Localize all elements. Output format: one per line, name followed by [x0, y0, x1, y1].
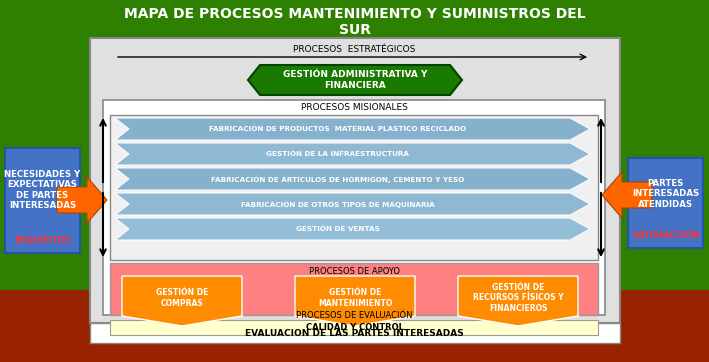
Text: CALIDAD Y CONTROL: CALIDAD Y CONTROL — [306, 323, 403, 332]
FancyBboxPatch shape — [5, 148, 80, 253]
Polygon shape — [458, 276, 578, 326]
Text: PARTES
INTERESADAS
ATENDIDAS: PARTES INTERESADAS ATENDIDAS — [632, 179, 699, 209]
Text: PROCESOS MISIONALES: PROCESOS MISIONALES — [301, 104, 408, 113]
FancyBboxPatch shape — [628, 158, 703, 248]
Text: GESTIÓN DE
MANTENIMIENTO: GESTIÓN DE MANTENIMIENTO — [318, 288, 392, 308]
FancyBboxPatch shape — [0, 290, 709, 362]
Text: PROCESOS DE EVALUACIÓN: PROCESOS DE EVALUACIÓN — [296, 311, 413, 320]
Polygon shape — [115, 218, 590, 240]
FancyBboxPatch shape — [110, 115, 598, 260]
FancyBboxPatch shape — [90, 323, 620, 343]
Text: PROCESOS DE APOYO: PROCESOS DE APOYO — [309, 266, 400, 275]
Polygon shape — [295, 276, 415, 326]
FancyBboxPatch shape — [110, 263, 598, 315]
Polygon shape — [115, 168, 590, 190]
Text: GESTIÓN DE VENTAS: GESTIÓN DE VENTAS — [296, 226, 379, 232]
Text: PROCESOS  ESTRATÉGICOS: PROCESOS ESTRATÉGICOS — [294, 46, 415, 55]
FancyBboxPatch shape — [103, 100, 605, 315]
Text: FABRICACIÓN DE PRODUCTOS  MATERIAL PLASTICO RECICLADO: FABRICACIÓN DE PRODUCTOS MATERIAL PLASTI… — [209, 126, 466, 132]
FancyBboxPatch shape — [110, 320, 598, 335]
Text: EVALUACION DE LAS PARTES INTERESADAS: EVALUACION DE LAS PARTES INTERESADAS — [245, 328, 464, 337]
FancyBboxPatch shape — [90, 38, 620, 323]
Polygon shape — [115, 143, 590, 165]
Text: SATISFACCIÓN: SATISFACCIÓN — [632, 232, 699, 240]
Polygon shape — [57, 177, 107, 223]
Polygon shape — [115, 118, 590, 140]
Polygon shape — [248, 65, 462, 95]
Polygon shape — [122, 276, 242, 326]
Text: NECESIDADES Y
EXPECTATIVAS
DE PARTES
INTERESADAS: NECESIDADES Y EXPECTATIVAS DE PARTES INT… — [4, 170, 81, 210]
Text: GESTIÓN DE
RECURSOS FÍSICOS Y
FINANCIEROS: GESTIÓN DE RECURSOS FÍSICOS Y FINANCIERO… — [473, 283, 564, 313]
Polygon shape — [602, 172, 652, 218]
Text: MAPA DE PROCESOS MANTENIMIENTO Y SUMINISTROS DEL
SUR: MAPA DE PROCESOS MANTENIMIENTO Y SUMINIS… — [123, 7, 586, 37]
Text: REQUISITOS: REQUISITOS — [14, 236, 71, 245]
Polygon shape — [115, 193, 590, 215]
Text: GESTIÓN ADMINISTRATIVA Y
FINANCIERA: GESTIÓN ADMINISTRATIVA Y FINANCIERA — [283, 70, 428, 90]
Text: FABRICACIÓN DE OTROS TIPOS DE MAQUINARIA: FABRICACIÓN DE OTROS TIPOS DE MAQUINARIA — [240, 200, 435, 208]
Text: GESTIÓN DE
COMPRAS: GESTIÓN DE COMPRAS — [156, 288, 208, 308]
Text: GESTIÓN DE LA INFRAESTRUCTURA: GESTIÓN DE LA INFRAESTRUCTURA — [266, 151, 409, 157]
Text: FABRICACIÓN DE ARTÍCULOS DE HORMIGON, CEMENTO Y YESO: FABRICACIÓN DE ARTÍCULOS DE HORMIGON, CE… — [211, 175, 464, 183]
